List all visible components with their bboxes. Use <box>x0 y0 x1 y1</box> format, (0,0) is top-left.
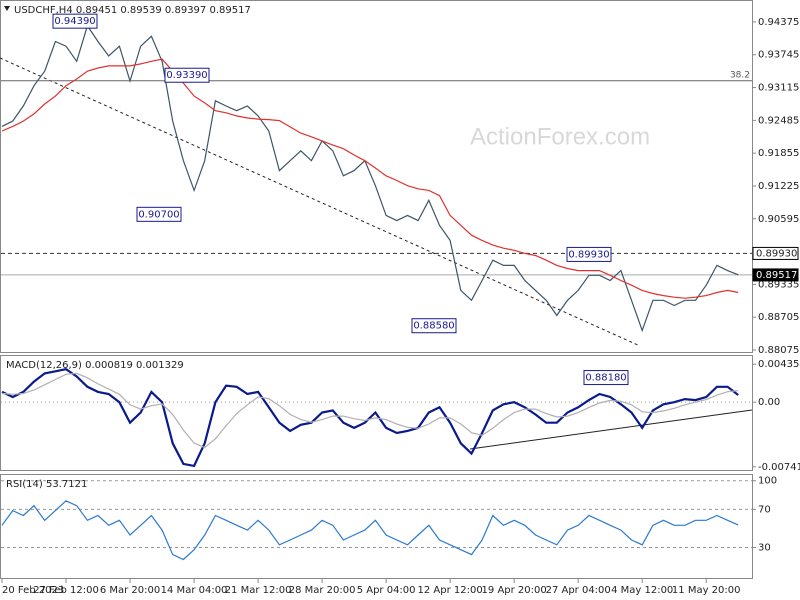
price-tag-label: 0.89930 <box>756 248 797 259</box>
symbol-marker <box>4 6 10 11</box>
y-tick-label: 0.93115 <box>758 83 799 94</box>
y-tick-label: 0.91855 <box>758 148 799 159</box>
y-tick-label: 0.92485 <box>758 115 799 126</box>
x-tick-label: 21 Mar 12:00 <box>225 585 292 596</box>
x-tick-label: 19 Apr 20:00 <box>482 585 547 596</box>
watermark: ActionForex.com <box>470 123 650 150</box>
x-tick-label: 14 Mar 04:00 <box>161 585 228 596</box>
annotation-box <box>164 67 210 83</box>
series-line <box>1 58 739 299</box>
macd-trend-line <box>469 409 753 450</box>
annotation-label: 0.89930 <box>568 249 609 260</box>
annotation-label: 0.94390 <box>54 16 95 27</box>
annotation-box <box>583 370 629 386</box>
price-frame <box>0 0 753 353</box>
y-tick-label: 100 <box>758 476 777 487</box>
annotation-box <box>566 246 612 262</box>
x-tick-label: 11 May 20:00 <box>672 585 741 596</box>
x-tick-label: 5 Apr 04:00 <box>357 585 416 596</box>
y-tick-label: 0.004354 <box>758 359 800 370</box>
x-tick-label: 28 Mar 20:00 <box>289 585 356 596</box>
x-tick-label: 27 Feb 12:00 <box>33 585 99 596</box>
y-tick-label: 0.00 <box>758 397 780 408</box>
macd-frame <box>0 355 753 471</box>
annotation-box <box>411 318 457 334</box>
y-tick-label: -0.007417 <box>758 462 800 473</box>
price-tag <box>752 246 799 260</box>
level-label: 38.2 <box>730 70 750 80</box>
x-tick-label: 27 Apr 04:00 <box>546 585 611 596</box>
series-line <box>1 372 739 449</box>
y-tick-label: 0.88705 <box>758 312 799 323</box>
panel-title: RSI(14) 53.7121 <box>6 479 87 490</box>
price-tag <box>752 268 799 282</box>
x-tick-label: 4 May 12:00 <box>611 585 673 596</box>
y-tick-label: 0.89335 <box>758 279 799 290</box>
annotation-label: 0.88180 <box>585 373 626 384</box>
y-tick-label: 0.93745 <box>758 50 799 61</box>
x-tick-label: 6 Mar 20:00 <box>100 585 160 596</box>
rsi-frame <box>0 474 753 579</box>
annotation-label: 0.93390 <box>166 70 207 81</box>
y-tick-label: 30 <box>758 543 771 554</box>
series-line <box>1 24 739 333</box>
panel-title: MACD(12,26,9) 0.000819 0.001329 <box>6 360 184 371</box>
annotation-label: 0.90700 <box>138 209 179 220</box>
x-tick-label: 12 Apr 12:00 <box>418 585 483 596</box>
annotation-label: 0.88580 <box>413 321 454 332</box>
series-line <box>1 500 739 561</box>
y-tick-label: 0.91225 <box>758 181 799 192</box>
y-tick-label: 0.94375 <box>758 17 799 28</box>
price-tag-label: 0.89517 <box>756 270 797 281</box>
annotation-box <box>136 206 182 222</box>
panel-title: USDCHF,H4 0.89451 0.89539 0.89397 0.8951… <box>14 5 251 16</box>
x-tick-label: 20 Feb 2023 <box>2 585 64 596</box>
annotation-box <box>52 13 98 29</box>
y-tick-label: 0.88075 <box>758 345 799 356</box>
y-tick-label: 0.90595 <box>758 214 799 225</box>
trend-line <box>0 57 641 347</box>
y-tick-label: 70 <box>758 504 771 515</box>
